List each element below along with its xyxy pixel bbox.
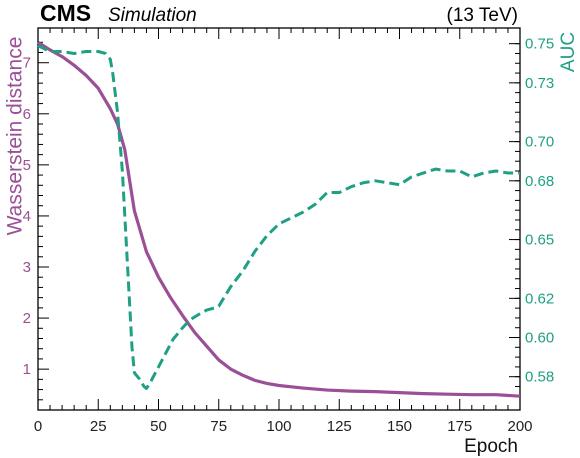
x-tick-label: 100 xyxy=(266,418,291,435)
y-left-tick-label: 5 xyxy=(23,157,31,174)
y-left-tick-label: 4 xyxy=(23,208,31,225)
y-right-tick-label: 0.65 xyxy=(525,232,554,249)
y-right-tick-label: 0.68 xyxy=(525,173,554,190)
y-left-tick-label: 3 xyxy=(23,259,31,276)
y-axis-left-label: Wasserstein distance xyxy=(4,37,27,236)
y-left-tick-label: 7 xyxy=(23,55,31,72)
y-left-tick-label: 1 xyxy=(23,361,31,378)
wasserstein-line xyxy=(37,40,521,398)
x-tick-label: 75 xyxy=(210,418,227,435)
y-right-tick-label: 0.73 xyxy=(525,75,554,92)
plot-frame xyxy=(37,27,521,411)
x-tick-label: 175 xyxy=(447,418,472,435)
y-right-tick-label: 0.62 xyxy=(525,290,554,307)
x-tick-label: 200 xyxy=(507,418,532,435)
x-tick-label: 125 xyxy=(327,418,352,435)
y-left-tick-label: 6 xyxy=(23,106,31,123)
y-axis-right-label: AUC xyxy=(558,32,579,72)
cms-label: CMS xyxy=(40,0,91,26)
auc-line xyxy=(37,44,520,390)
x-tick-labels: 0 25 50 75 100 125 150 175 200 xyxy=(34,418,533,435)
x-tick-label: 50 xyxy=(150,418,167,435)
tick-marks xyxy=(37,28,521,410)
y-right-tick-label: 0.58 xyxy=(525,369,554,386)
y-right-tick-label: 0.70 xyxy=(525,134,554,151)
energy-label: (13 TeV) xyxy=(447,5,518,26)
x-axis-label: Epoch xyxy=(464,436,518,457)
left-tick-labels: 1 2 3 4 5 6 7 xyxy=(23,55,31,378)
y-right-tick-label: 0.75 xyxy=(525,36,554,53)
x-tick-label: 150 xyxy=(387,418,412,435)
x-tick-label: 0 xyxy=(34,418,42,435)
right-tick-labels: 0.58 0.60 0.62 0.65 0.68 0.70 0.73 0.75 xyxy=(525,36,554,386)
x-tick-label: 25 xyxy=(90,418,107,435)
y-right-tick-label: 0.60 xyxy=(525,330,554,347)
simulation-label: Simulation xyxy=(108,5,197,26)
series-layer xyxy=(37,40,521,398)
y-left-tick-label: 2 xyxy=(23,310,31,327)
